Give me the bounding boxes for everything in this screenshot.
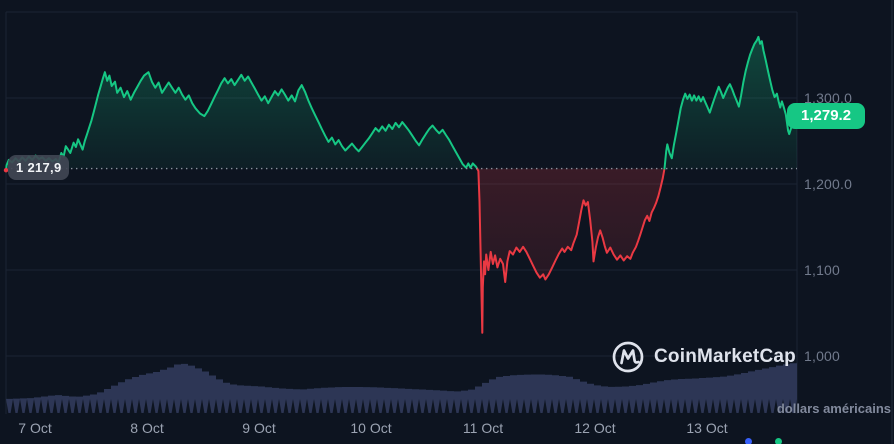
x-axis-label-11oct: 11 Oct [462,420,504,436]
currency-label: dollars américains [776,401,891,416]
legend-dot-blue[interactable] [745,438,752,444]
coinmarketcap-logo-icon [612,341,644,373]
x-axis-label-10oct: 10 Oct [350,420,392,436]
current-price-badge: 1,279.2 [787,103,866,129]
x-axis-label-9oct: 9 Oct [242,420,276,436]
baseline-price-badge: 1 217,9 [8,155,70,180]
coinmarketcap-watermark[interactable]: CoinMarketCap [611,340,796,374]
x-axis-label-12oct: 12 Oct [574,420,616,436]
y-axis-label-1300: 1,300.0 [804,90,853,106]
y-axis-label-1100: 1,100 [804,262,841,278]
legend-dot-green[interactable] [775,438,782,444]
x-axis-label-13oct: 13 Oct [686,420,728,436]
x-axis-label-7oct: 7 Oct [18,420,52,436]
x-axis-label-8oct: 8 Oct [130,420,164,436]
watermark-text: CoinMarketCap [654,346,796,367]
y-axis-label-1000: 1,000 [804,348,841,364]
y-axis-label-1200: 1,200.0 [804,176,853,192]
